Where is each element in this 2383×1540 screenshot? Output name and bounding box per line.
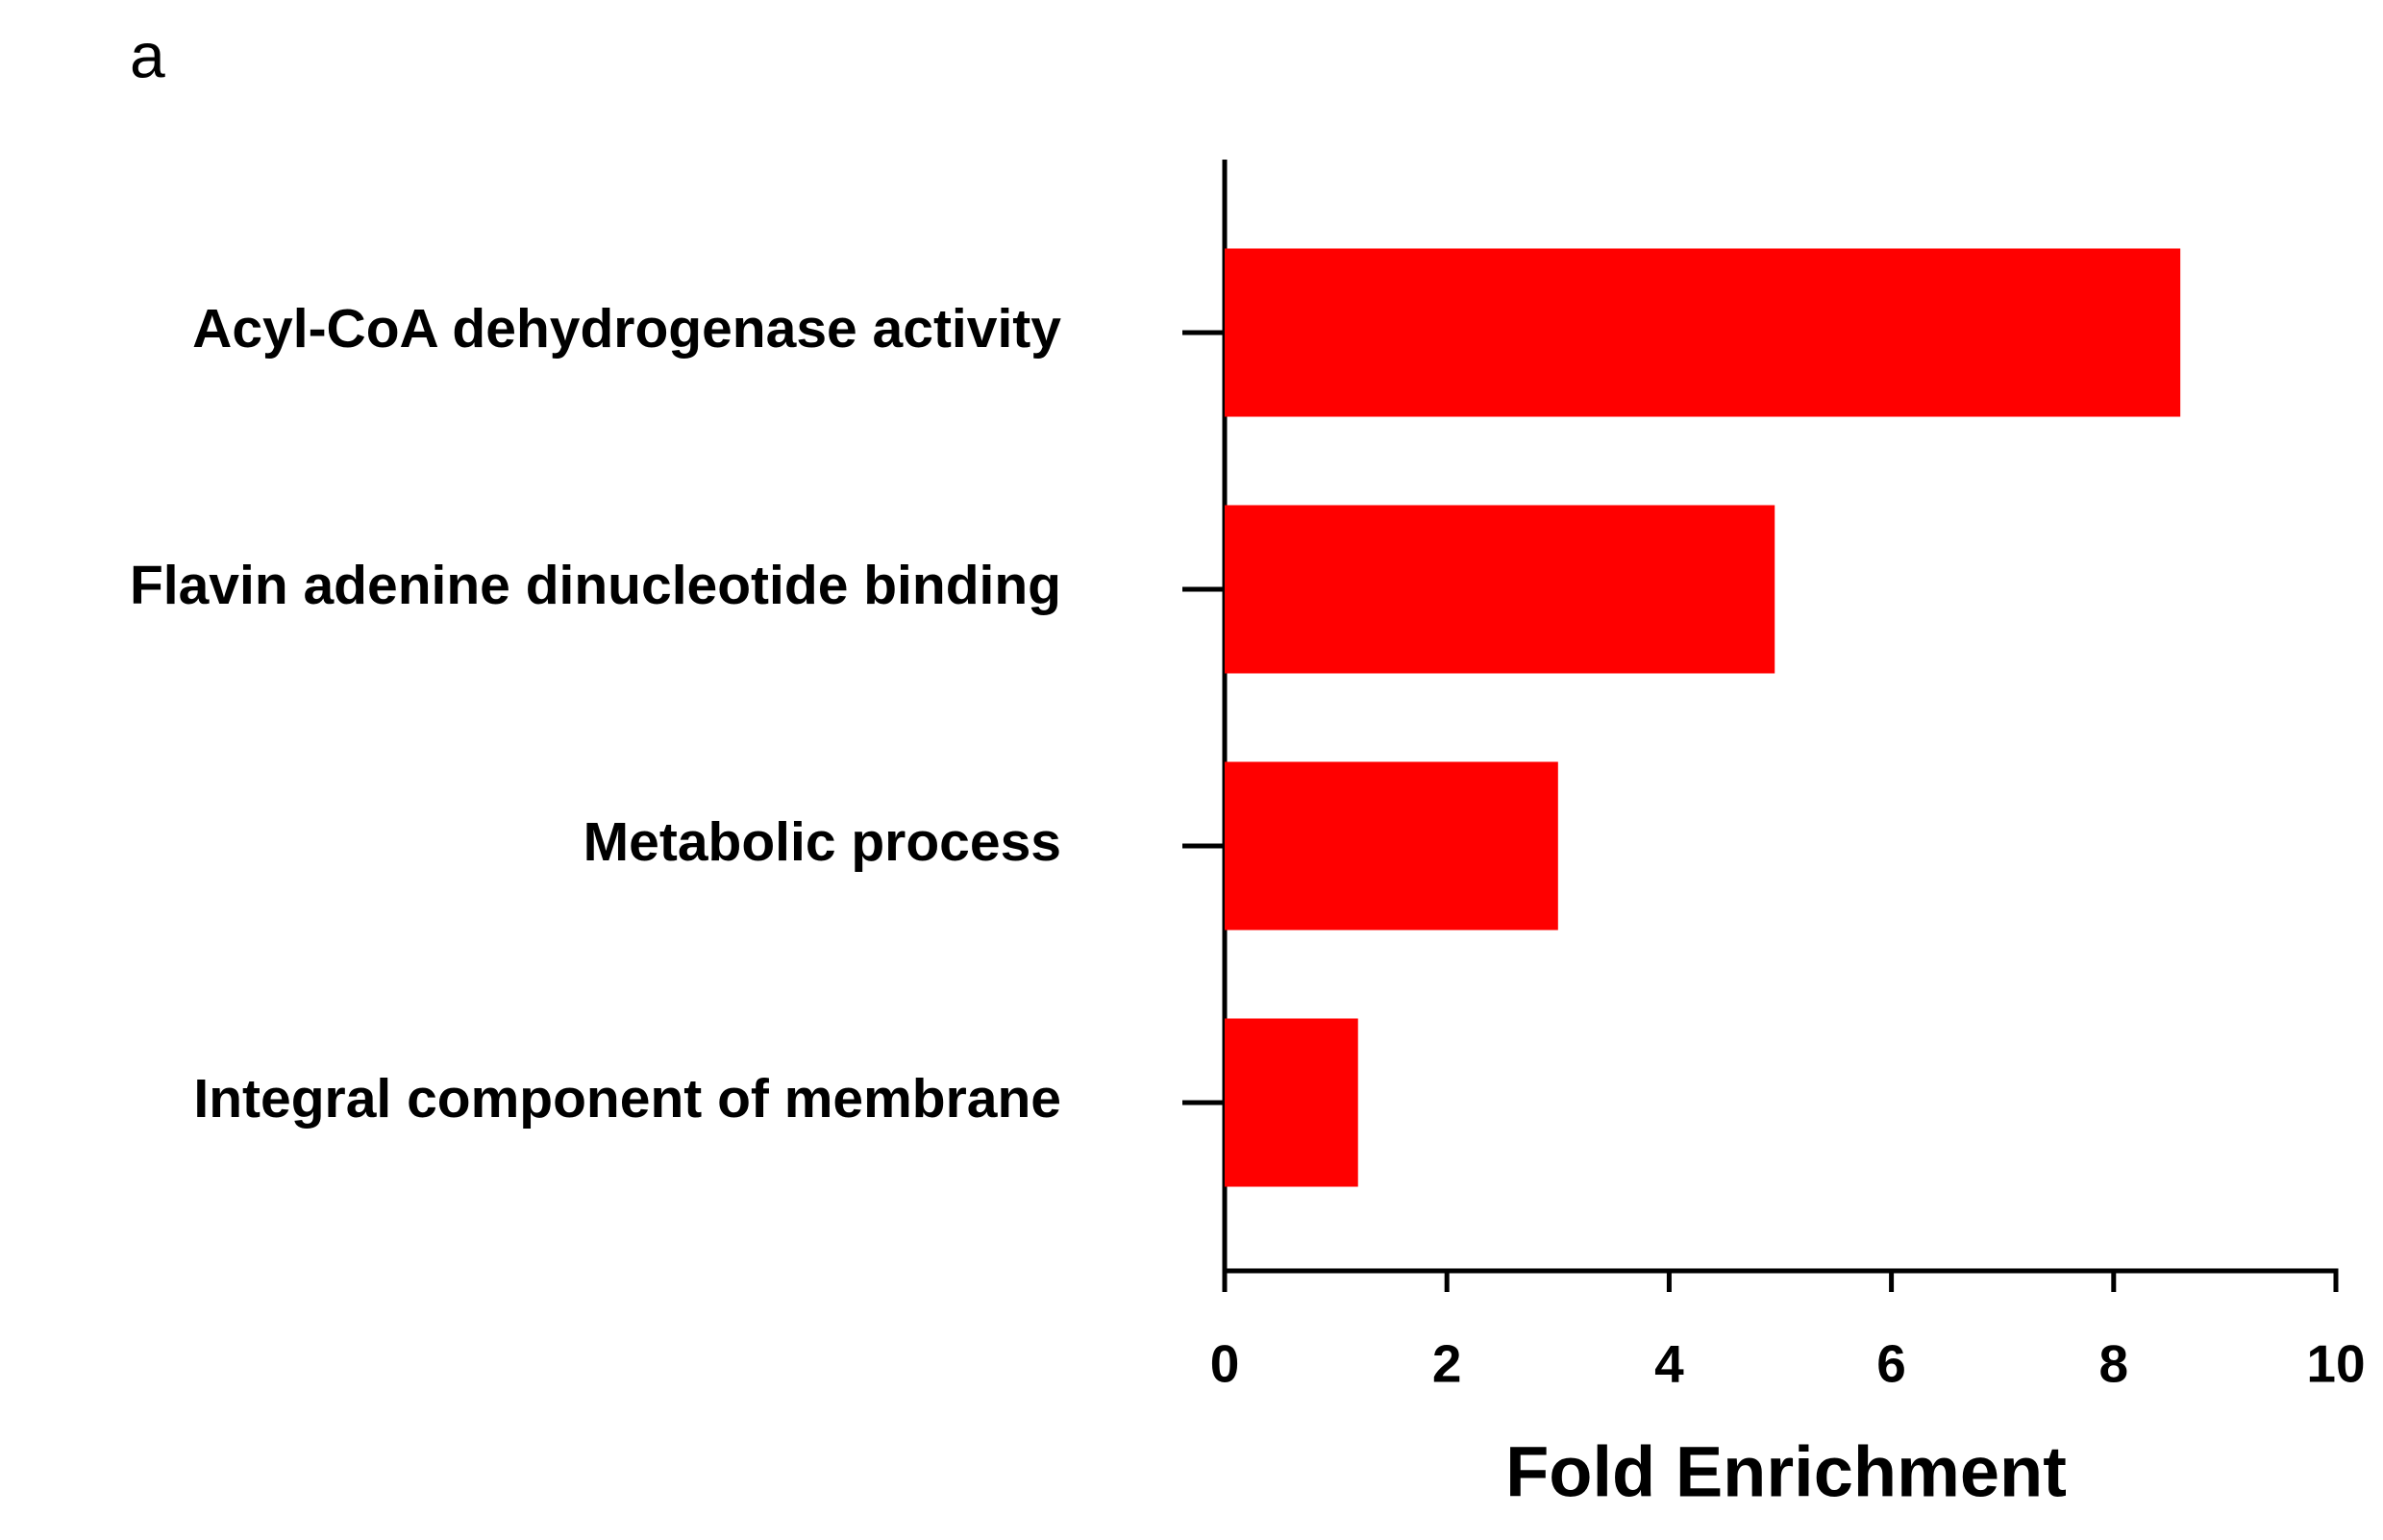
y-tick-label: Acyl-CoA dehydrogenase activity — [192, 298, 1061, 360]
y-tick-label: Metabolic process — [583, 811, 1061, 873]
x-axis-title: Fold Enrichment — [1505, 1432, 2067, 1512]
x-tick-label: 6 — [1876, 1334, 1906, 1394]
x-tick-label: 8 — [2099, 1334, 2129, 1394]
y-tick-label: Integral component of membrane — [193, 1068, 1061, 1130]
bar — [1225, 761, 1558, 931]
bar — [1225, 248, 2181, 417]
panel-label: a — [130, 19, 165, 90]
bar — [1225, 505, 1775, 674]
bar — [1225, 1018, 1358, 1187]
x-tick-label: 4 — [1654, 1334, 1684, 1394]
x-tick-label: 2 — [1432, 1334, 1462, 1394]
x-tick-label: 0 — [1210, 1334, 1240, 1394]
x-tick-label: 10 — [2306, 1334, 2365, 1394]
y-tick-label: Flavin adenine dinucleotide binding — [130, 555, 1061, 616]
